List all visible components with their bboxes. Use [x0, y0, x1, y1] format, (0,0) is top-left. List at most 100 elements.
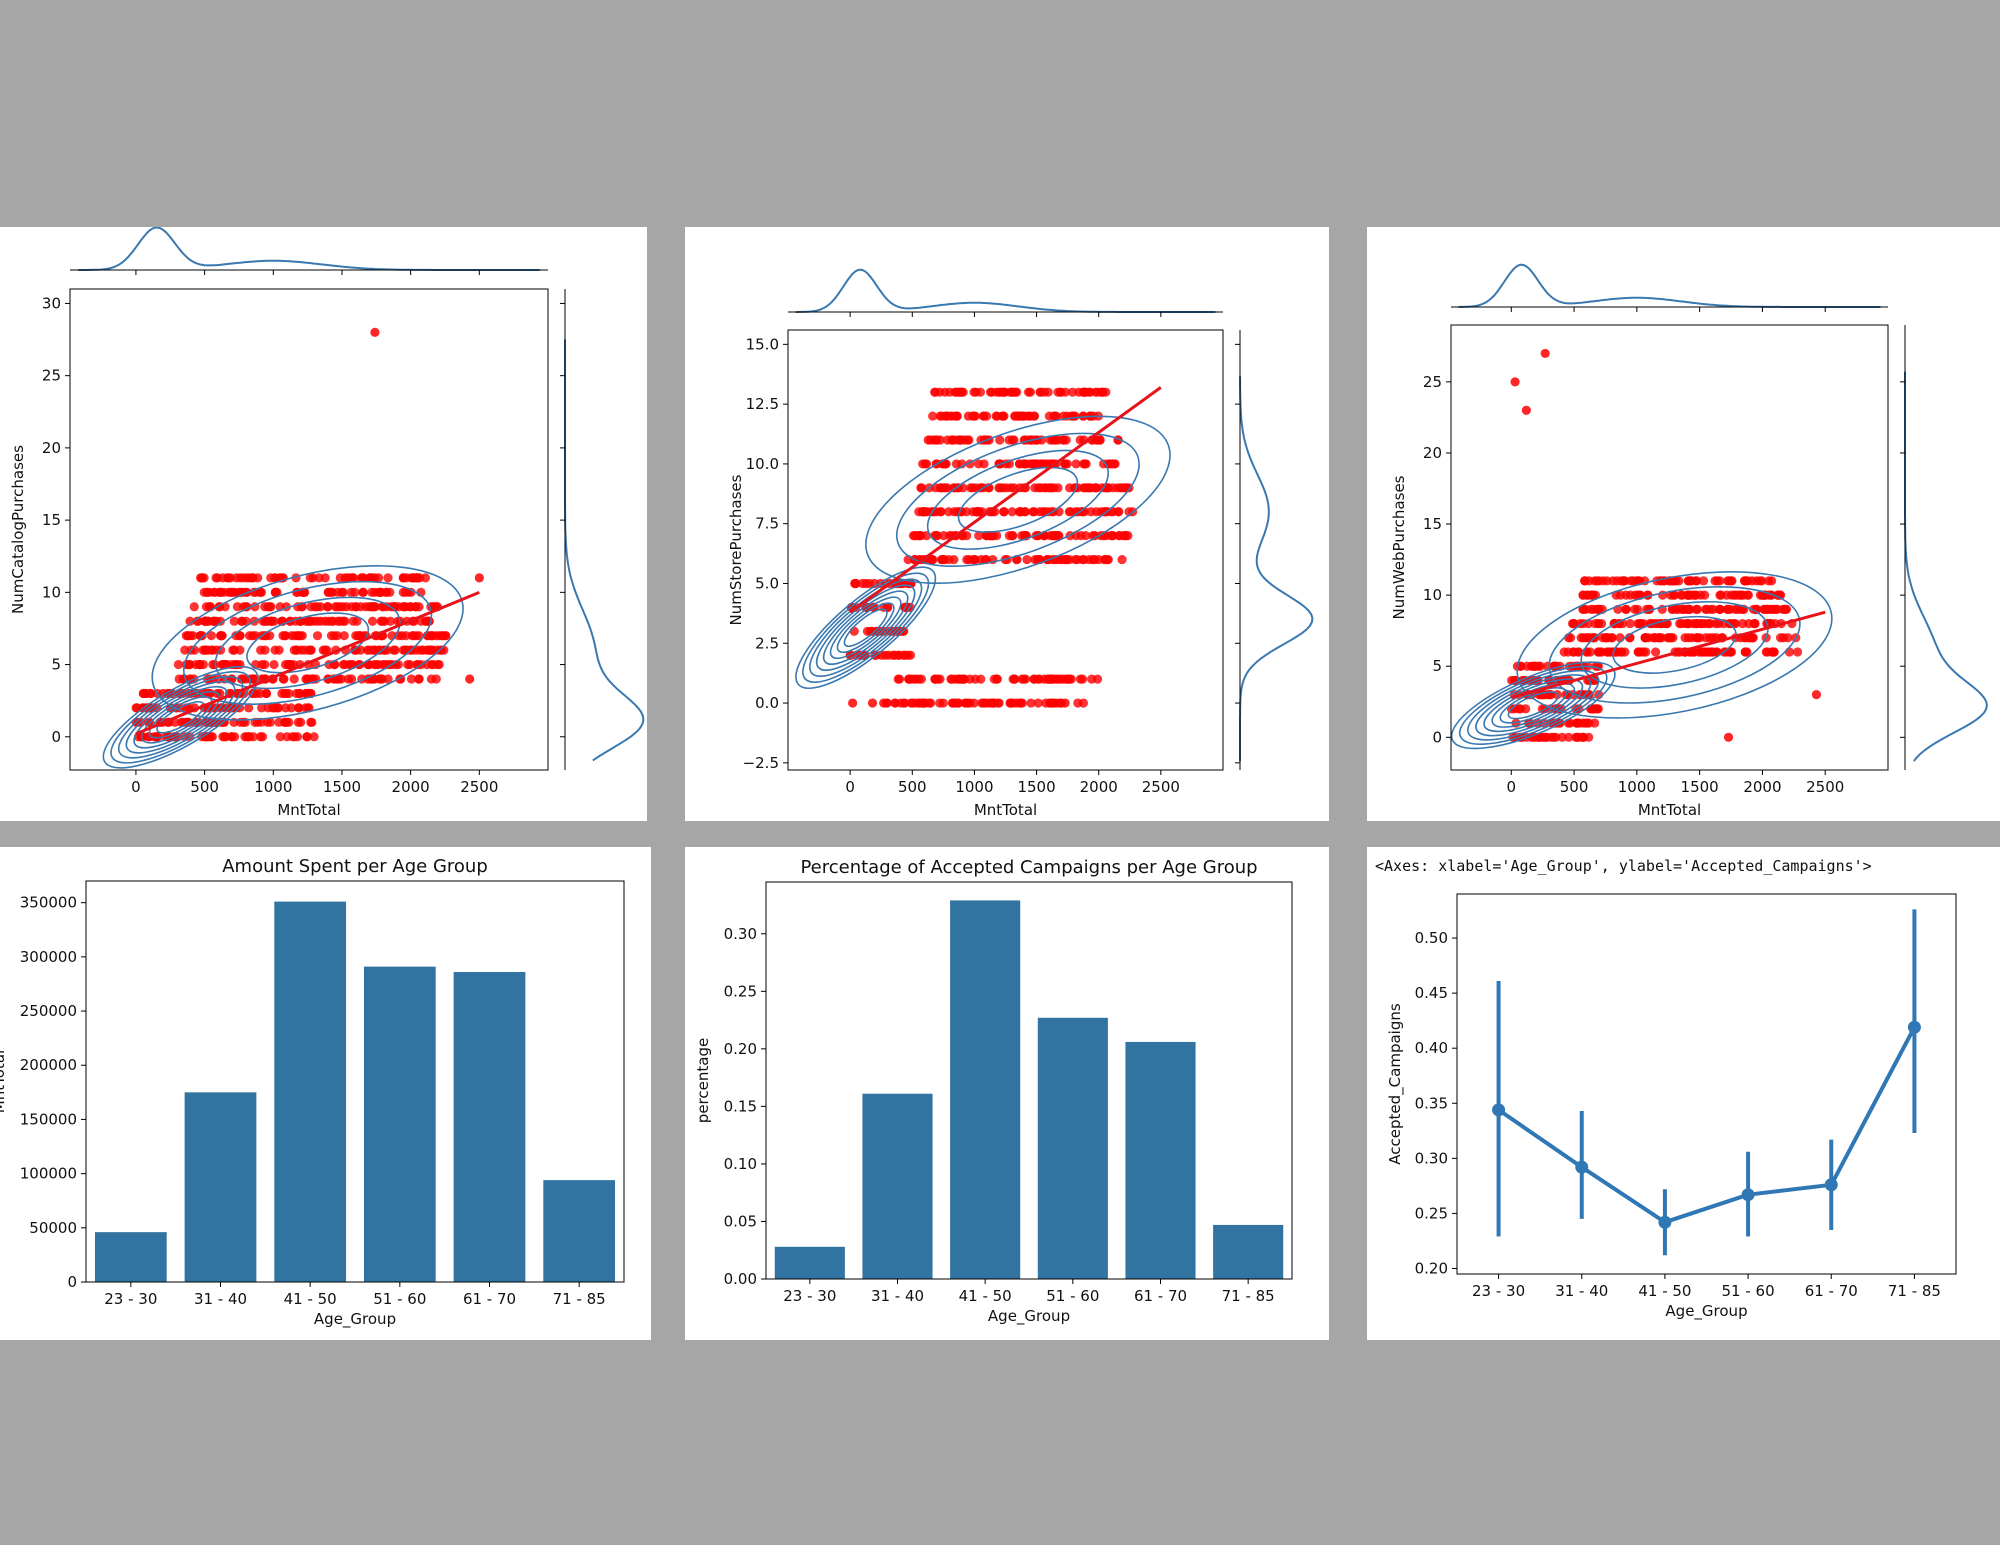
catalog-point	[407, 631, 418, 641]
joint-plot-web-svg: 0 5 10 15 20 25 0 500 1000 1500 2000 2500 MntTotal Nu…	[1390, 263, 1988, 819]
percentage-bar	[950, 900, 1021, 1279]
catalog-point	[282, 732, 292, 742]
store-point	[1090, 531, 1100, 541]
accepted-xlabel: Age_Group	[1665, 1302, 1747, 1321]
joint-plot-catalog: 0 5 10 15 20 25 30 0 500 1000 1500 2000 2500 MntTotal…	[0, 227, 647, 821]
catalog-point	[406, 587, 416, 597]
amount-ytick-label: 300000	[20, 948, 77, 966]
catalog-point	[227, 732, 237, 742]
store-point	[975, 387, 986, 397]
percentage-xtick-label: 23 - 30	[783, 1287, 836, 1305]
web-kde-contour	[1516, 571, 1833, 719]
percentage-ytick-label: 0.20	[724, 1040, 757, 1058]
store-point	[1120, 483, 1130, 493]
percentage-bar	[1125, 1041, 1196, 1279]
catalog-point	[238, 717, 249, 727]
catalog-point	[244, 703, 254, 713]
catalog-point	[312, 631, 323, 641]
web-ytick-label: 10	[1423, 586, 1442, 604]
store-point	[1112, 483, 1123, 493]
store-ytick-label: 5.0	[755, 574, 779, 592]
store-point	[951, 387, 961, 397]
amount-ytick-label: 200000	[20, 1056, 77, 1074]
web-point	[1641, 647, 1651, 657]
catalog-point	[289, 645, 299, 655]
catalog-point	[255, 688, 265, 699]
web-point	[1572, 718, 1582, 728]
web-point	[1727, 576, 1737, 586]
web-point	[1595, 647, 1605, 657]
catalog-point	[274, 717, 284, 727]
web-xtick-label: 500	[1560, 778, 1589, 796]
catalog-xtick-label: 1500	[323, 778, 361, 796]
web-point	[1695, 590, 1706, 600]
store-point	[970, 411, 980, 421]
web-kde-contour	[1580, 600, 1769, 689]
catalog-point	[196, 631, 206, 641]
web-point	[1630, 604, 1640, 614]
store-point	[995, 435, 1005, 445]
store-outlier-point	[867, 698, 878, 708]
percentage-bar	[774, 1246, 845, 1279]
store-point	[974, 531, 984, 541]
catalog-point	[367, 616, 378, 626]
web-point	[1742, 647, 1752, 657]
store-point	[1013, 411, 1024, 421]
web-point	[1651, 647, 1661, 657]
catalog-point	[293, 717, 303, 727]
web-point	[1641, 633, 1651, 643]
amount-xlabel: Age_Group	[314, 1310, 396, 1329]
catalog-point	[365, 573, 375, 583]
catalog-ytick-label: 15	[42, 511, 61, 529]
catalog-point	[415, 573, 425, 583]
web-point	[1528, 661, 1538, 671]
web-point	[1708, 604, 1718, 614]
store-outlier-point	[879, 698, 889, 708]
store-point	[935, 698, 945, 708]
catalog-axes-frame	[69, 288, 549, 771]
store-ytick-label: 12.5	[746, 395, 779, 413]
catalog-point	[351, 602, 361, 612]
catalog-point	[265, 631, 275, 641]
catalog-point	[144, 732, 154, 742]
store-point	[1070, 554, 1080, 565]
web-point	[1590, 718, 1600, 728]
amount-title: Amount Spent per Age Group	[222, 856, 488, 877]
catalog-point	[338, 587, 348, 597]
catalog-ylabel: NumCatalogPurchases	[9, 445, 27, 614]
catalog-point	[296, 645, 306, 655]
catalog-point	[348, 573, 359, 583]
web-point	[1698, 576, 1709, 586]
store-point	[861, 578, 871, 589]
store-xtick-label: 500	[898, 778, 927, 796]
web-point	[1710, 576, 1720, 586]
store-point	[999, 387, 1009, 397]
accepted-ytick-label: 0.45	[1415, 984, 1448, 1002]
catalog-point	[198, 659, 208, 670]
accepted-ytick-label: 0.20	[1415, 1259, 1448, 1277]
store-point	[999, 507, 1009, 517]
store-point	[903, 650, 913, 660]
store-point	[936, 554, 947, 565]
store-point	[1071, 459, 1081, 469]
store-point	[980, 698, 990, 708]
catalog-xtick-label: 500	[190, 778, 219, 796]
accepted-point	[1741, 1188, 1755, 1202]
catalog-point	[255, 732, 266, 742]
store-point	[941, 411, 951, 421]
accepted-point	[1575, 1160, 1589, 1174]
catalog-point	[339, 631, 349, 641]
web-point	[1781, 604, 1792, 614]
catalog-ytick-label: 10	[42, 583, 61, 601]
catalog-point	[383, 674, 393, 684]
catalog-point	[316, 602, 326, 612]
catalog-point	[350, 587, 360, 597]
store-point	[1067, 387, 1078, 397]
web-point	[1625, 618, 1635, 629]
web-kde-contour	[1458, 665, 1608, 745]
amount-xtick-label: 71 - 85	[553, 1290, 606, 1308]
store-point	[1029, 411, 1039, 421]
web-point	[1683, 633, 1694, 643]
catalog-point	[309, 732, 319, 742]
store-point	[1075, 674, 1086, 684]
